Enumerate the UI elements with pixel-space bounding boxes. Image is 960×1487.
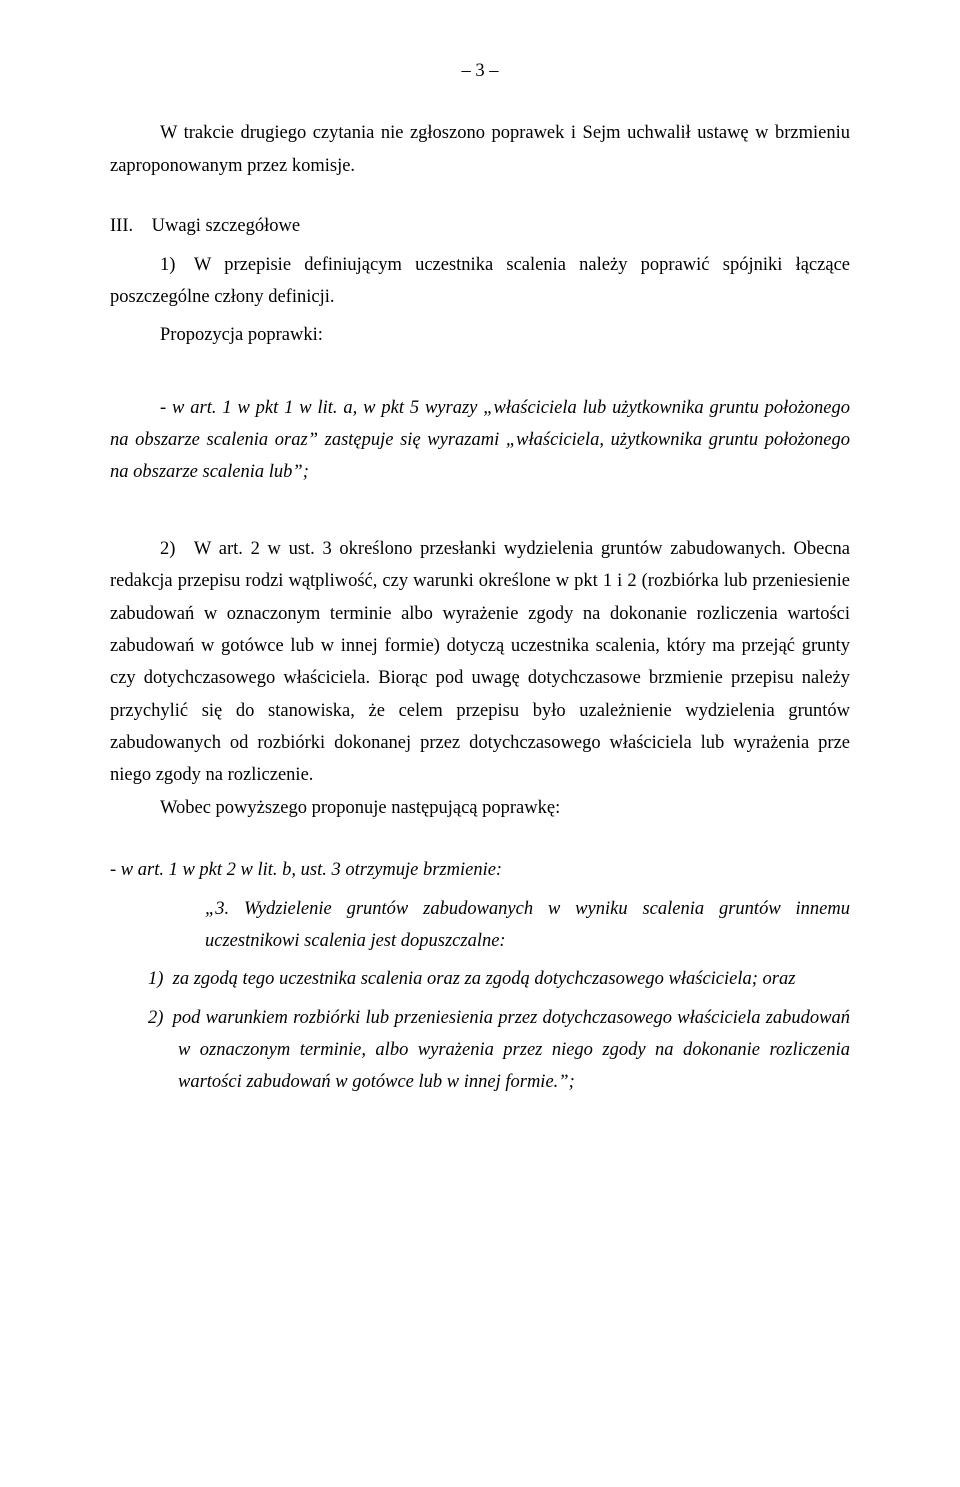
- page-number: – 3 –: [110, 55, 850, 87]
- amendment-2-item-1: 1) za zgodą tego uczestnika scalenia ora…: [110, 963, 850, 995]
- point-1: 1) W przepisie definiującym uczestnika s…: [110, 249, 850, 314]
- amendment-1: - w art. 1 w pkt 1 w lit. a, w pkt 5 wyr…: [110, 392, 850, 489]
- section-heading: III. Uwagi szczegółowe: [110, 210, 850, 242]
- intro-paragraph: W trakcie drugiego czytania nie zgłoszon…: [110, 117, 850, 182]
- point-2: 2) W art. 2 w ust. 3 określono przesłank…: [110, 533, 850, 792]
- point-2-followup: Wobec powyższego proponuje następującą p…: [110, 792, 850, 824]
- amendment-2-quote: „3. Wydzielenie gruntów zabudowanych w w…: [110, 893, 850, 958]
- proposal-label-1: Propozycja poprawki:: [110, 319, 850, 351]
- amendment-2-item-2: 2) pod warunkiem rozbiórki lub przeniesi…: [110, 1002, 850, 1099]
- amendment-2-lead: - w art. 1 w pkt 2 w lit. b, ust. 3 otrz…: [110, 854, 850, 886]
- document-page: – 3 – W trakcie drugiego czytania nie zg…: [0, 0, 960, 1487]
